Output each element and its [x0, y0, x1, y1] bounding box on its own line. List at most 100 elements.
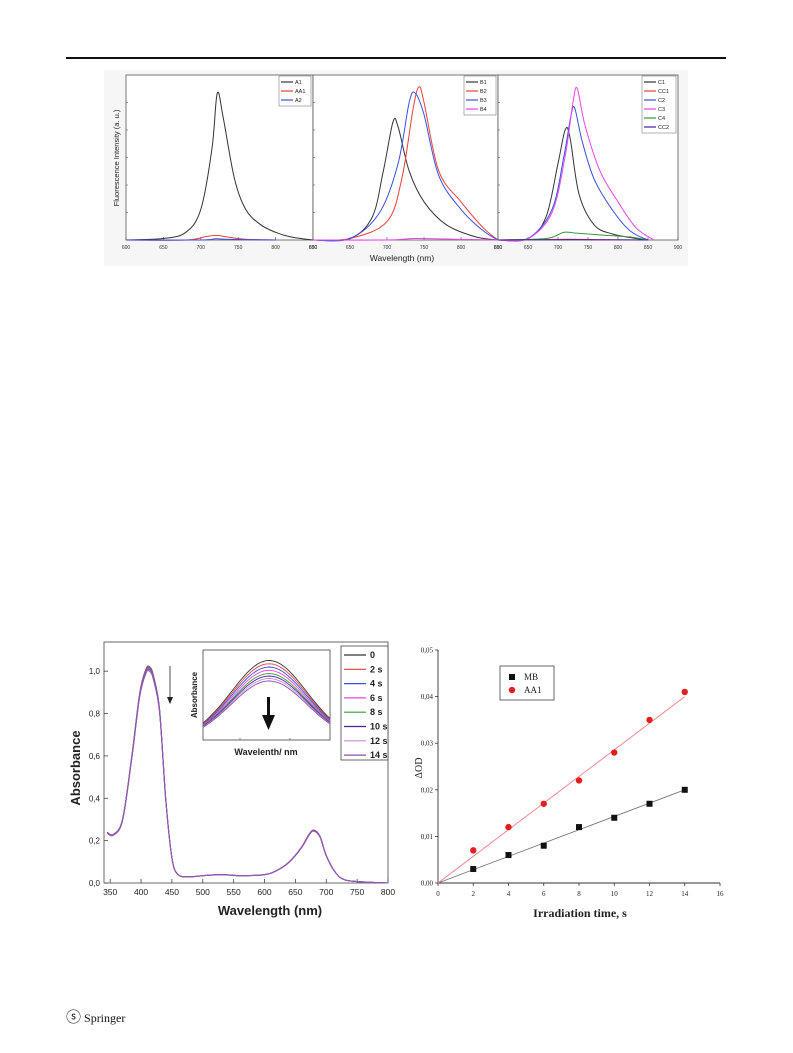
y-axis-label: Fluorescence Intensity (a. u.): [112, 109, 121, 206]
data-point-mb: [681, 786, 688, 793]
x-tick-label: 800: [381, 887, 395, 897]
legend-label: CC1: [658, 89, 669, 95]
legend: A1 AA1 A2: [278, 75, 312, 107]
legend-label: AA1: [524, 685, 542, 695]
inset-curve-6: [202, 678, 331, 728]
legend-label: 8 s: [370, 707, 383, 717]
x-tick-label: 850: [644, 245, 653, 251]
panel-1: 600 650 700 750 800 850 A1 AA1 A2: [122, 74, 317, 251]
x-tick-label: 4: [507, 890, 511, 898]
y-axis-label: Absorbance: [68, 730, 83, 805]
fit-line-aa1: [437, 696, 686, 884]
x-axis-label: Wavelength (nm): [218, 903, 322, 918]
legend-label: A2: [295, 98, 302, 104]
legend-label: B1: [480, 80, 487, 86]
data-point-aa1: [505, 823, 512, 831]
fluorescence-figure: 600 650 700 750 800 850 A1 AA1 A2 650 700 750 800 850…: [104, 70, 688, 266]
legend: B1 B2 B3 B4: [463, 75, 497, 116]
legend-box: [499, 665, 555, 701]
legend-label: B2: [480, 89, 487, 95]
y-tick-label: 0,0: [89, 879, 101, 888]
inset-curve-0: [202, 660, 331, 724]
data-point-aa1: [611, 749, 618, 756]
series-line-b3: [312, 91, 499, 242]
series-line-b2: [312, 86, 499, 241]
x-tick-label: 800: [614, 245, 623, 251]
x-tick-label: 800: [457, 245, 466, 251]
x-axis-label: Wavelength (nm): [370, 253, 435, 263]
legend-label: 2 s: [370, 664, 383, 674]
series-line-c2: [497, 105, 649, 242]
x-tick-label: 700: [554, 245, 563, 251]
x-tick-label: 2: [472, 890, 476, 898]
panel-3: 650 700 750 800 850 900 600 C1 CC1 C2 C3 C4 CC2: [494, 74, 683, 251]
data-point-aa1: [575, 777, 583, 784]
y-tick-label: 0,03: [421, 740, 434, 748]
x-tick-label: 850: [494, 245, 503, 251]
x-tick-label: 12: [646, 890, 654, 898]
y-tick-label: 0,04: [421, 693, 434, 701]
legend-label: 14 s: [370, 750, 388, 760]
x-tick-label: 350: [103, 887, 117, 897]
x-tick-label: 700: [383, 245, 392, 251]
legend-label: AA1: [295, 89, 305, 95]
x-tick-label: 700: [319, 887, 333, 897]
x-tick-label: 16: [717, 890, 725, 898]
x-tick-label: 650: [288, 887, 302, 897]
x-tick-label: 650: [524, 245, 533, 251]
x-tick-label: 8: [577, 890, 581, 898]
x-tick-label: 800: [271, 245, 280, 251]
x-tick-label: 14: [681, 890, 689, 898]
data-point-mb: [505, 852, 512, 859]
legend-label: 6 s: [370, 693, 383, 703]
legend-label: B4: [480, 107, 487, 113]
series-line-b4: [312, 237, 499, 241]
x-tick-label: 550: [227, 887, 241, 897]
legend-label: CC2: [658, 125, 669, 131]
legend: MB AA1: [499, 665, 555, 701]
y-tick-label: 0,8: [89, 710, 101, 719]
legend-label: C3: [658, 107, 665, 113]
series-line-b1: [312, 117, 499, 242]
legend-label: MB: [524, 672, 538, 682]
series-line-c4: [497, 231, 649, 241]
legend-label: B3: [480, 98, 487, 104]
legend-label: 12 s: [370, 736, 388, 746]
legend-label: 0: [370, 650, 375, 660]
x-tick-label: 0: [436, 890, 440, 898]
x-tick-label: 450: [165, 887, 179, 897]
inset-arrow-icon: [267, 697, 270, 717]
legend-marker: [508, 686, 516, 694]
inset-arrow-head-icon: [262, 715, 275, 730]
y-tick-label: 0,4: [89, 794, 101, 803]
legend-label: 10 s: [370, 722, 388, 732]
publisher-name: Springer: [84, 1011, 126, 1025]
inset-x-label: Wavelenth/ nm: [234, 747, 297, 757]
legend-label: A1: [295, 80, 302, 86]
x-tick-label: 650: [159, 245, 168, 251]
inset-curve-4: [202, 673, 331, 727]
x-tick-label: 750: [420, 245, 429, 251]
arrow-head-icon: [167, 697, 173, 704]
legend-box: [641, 75, 677, 134]
y-tick-label: 0,00: [421, 880, 434, 888]
x-tick-label: 900: [674, 245, 683, 251]
data-point-aa1: [681, 688, 688, 696]
page-footer: ⓢ Springer: [66, 1011, 125, 1026]
inset-chart: Absorbance Wavelenth/ nm: [190, 649, 331, 757]
inset-curve-3: [202, 669, 331, 726]
x-tick-label: 600: [309, 245, 318, 251]
series-line-a1: [125, 91, 314, 241]
x-axis-label: Irradiation time, s: [533, 906, 627, 920]
legend: C1 CC1 C2 C3 C4 CC2: [641, 75, 677, 134]
legend-marker: [509, 674, 515, 680]
x-tick-label: 700: [197, 245, 206, 251]
data-point-mb: [646, 800, 653, 807]
data-point-mb: [470, 866, 477, 873]
inset-curve-2: [202, 666, 331, 725]
y-tick-label: 0,01: [421, 833, 434, 841]
y-tick-label: 0,6: [89, 752, 101, 761]
